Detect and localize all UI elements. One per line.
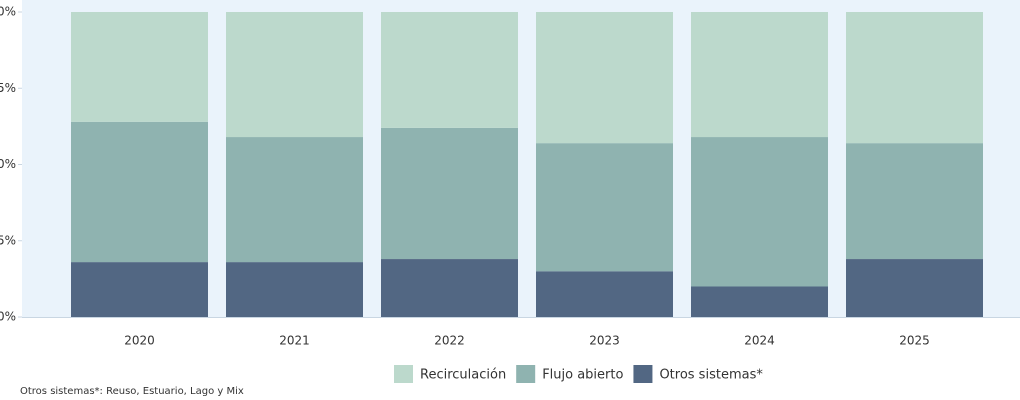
bar-segment	[71, 121, 208, 263]
legend-label: Flujo abierto	[542, 368, 623, 383]
x-tick-label: 2024	[744, 334, 775, 348]
y-tick-label: 100%	[0, 5, 16, 19]
bar-segment	[846, 12, 983, 144]
legend-label: Otros sistemas*	[659, 368, 763, 383]
bar-segment	[71, 12, 208, 122]
x-tick-label: 2020	[124, 334, 155, 348]
bar-segment	[536, 12, 673, 144]
x-tick-label: 2023	[589, 334, 620, 348]
x-tick-label: 2021	[279, 334, 310, 348]
x-tick-label: 2022	[434, 334, 465, 348]
bar-segment	[691, 137, 828, 287]
legend-label: Recirculación	[420, 368, 506, 383]
footnote: Otros sistemas*: Reuso, Estuario, Lago y…	[20, 386, 244, 397]
legend-swatch	[633, 365, 653, 383]
bar-segment	[226, 262, 363, 317]
bar-segment	[381, 12, 518, 128]
bar-segment	[691, 286, 828, 317]
bar-segment	[691, 12, 828, 138]
bar-segment	[381, 259, 518, 317]
bar-segment	[846, 259, 983, 317]
x-tick-label: 2025	[899, 334, 930, 348]
bar-segment	[71, 262, 208, 317]
legend-swatch	[516, 365, 536, 383]
bar-segment	[381, 127, 518, 260]
bar-segment	[536, 271, 673, 317]
y-tick-label: 50%	[0, 157, 16, 171]
bar-segment	[226, 12, 363, 138]
bar-segment	[226, 137, 363, 263]
y-tick-label: 75%	[0, 81, 16, 95]
legend-swatch	[394, 365, 413, 383]
bar-segment	[846, 143, 983, 260]
y-tick-label: 0%	[0, 310, 16, 324]
y-tick-label: 25%	[0, 233, 16, 247]
bar-segment	[536, 143, 673, 272]
